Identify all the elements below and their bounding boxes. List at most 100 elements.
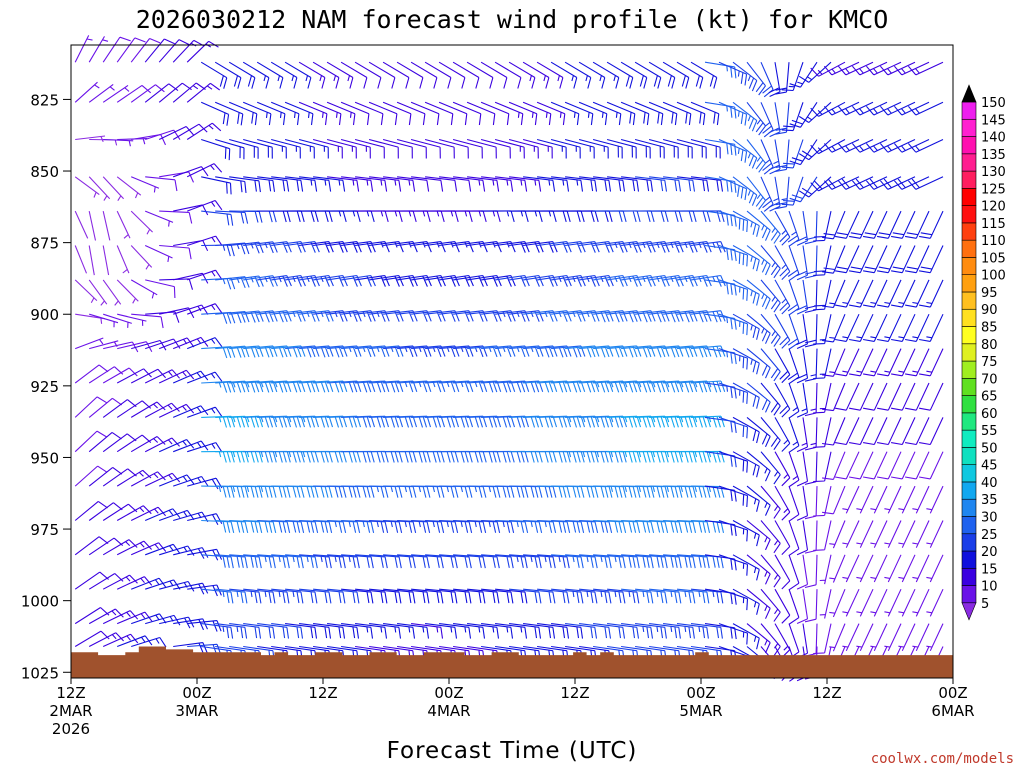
wind-barb [804,451,818,485]
wind-barb [746,451,771,482]
y-tick-label: 950 [30,449,59,467]
colorbar-segment [961,101,977,120]
wind-barb [635,241,670,253]
wind-barb [382,101,412,126]
wind-barb [592,138,623,159]
colorbar-segment [961,533,977,552]
wind-barb [676,345,712,358]
wind-barb [298,61,326,89]
wind-barb [649,310,684,323]
wind-barb [804,382,818,417]
wind-barb [593,519,627,534]
colorbar-segment [961,291,977,310]
wind-barb [564,138,595,159]
terrain-fill [71,646,953,678]
wind-barb [746,176,766,210]
wind-barb [243,310,278,323]
wind-barb [537,554,570,569]
wind-barb [341,380,376,393]
wind-barb [186,337,223,350]
wind-barb [746,588,771,619]
wind-barb [768,62,781,98]
wind-barb [704,210,737,227]
wind-barb [368,138,399,159]
wind-barb [509,623,542,639]
wind-barb [822,348,846,377]
wind-barb [718,416,749,439]
wind-barb [439,623,472,639]
wind-barb [732,451,760,478]
wind-barb [676,310,712,323]
x-axis-label: Forecast Time (UTC) [387,738,638,764]
wind-barb [130,436,166,453]
wind-barb [271,415,306,428]
wind-barb [355,345,390,358]
wind-barb [813,485,832,517]
wind-barb [355,588,388,604]
wind-barb [215,138,245,160]
wind-barb [676,554,710,569]
wind-barb [851,139,888,153]
wind-barb [635,554,668,569]
wind-barb [842,623,860,652]
wind-barb [606,101,636,126]
wind-barb [788,589,800,625]
wind-barb [565,519,599,534]
colorbar-segment [961,395,977,414]
wind-barb [822,313,846,343]
wind-barb [607,345,642,358]
wind-barb [704,61,737,79]
wind-barb [905,348,930,377]
colorbar-segment [961,274,977,293]
wind-barb [760,176,774,212]
wind-barb [257,588,290,604]
colorbar-label: 110 [981,234,1006,249]
wind-barb [495,415,530,428]
wind-barb [621,176,654,192]
wind-barb [919,279,944,308]
wind-barb [774,348,791,384]
wind-barb [718,61,748,86]
wind-barb [215,588,248,604]
wind-barb [760,245,781,279]
wind-barb [813,245,832,276]
colorbar-label: 95 [981,286,998,301]
wind-barb [676,588,710,604]
wind-barb [130,506,167,521]
wind-barb [732,623,760,650]
wind-barb [495,380,530,393]
wind-barb [200,61,228,89]
wind-barb [849,313,874,342]
wind-barb [481,345,516,358]
wind-barb [607,176,640,192]
wind-barb [130,84,165,103]
wind-barb [704,348,737,365]
wind-barb [229,138,259,159]
wind-barb [607,415,642,428]
wind-barb [116,176,142,199]
wind-barb [649,176,682,192]
wind-barb [732,210,760,237]
wind-barb [144,369,181,384]
wind-barb [819,589,832,619]
wind-barb [537,519,571,534]
wind-barb [271,554,304,569]
wind-barb [746,382,771,413]
wind-barb [243,345,278,358]
wind-barb [926,588,944,617]
wind-barb [760,485,781,519]
wind-barb [424,101,454,126]
wind-barb [718,588,749,611]
wind-barb [718,176,748,201]
wind-barb [327,623,360,639]
wind-barb [368,61,396,89]
wind-barb [229,623,262,639]
wind-barb [522,138,553,159]
wind-barb [746,520,771,551]
wind-barb [912,554,930,583]
wind-barb [187,513,223,525]
wind-barb [215,554,248,569]
wind-barb [593,415,628,428]
wind-barb [116,368,152,384]
wind-barb [768,139,781,175]
